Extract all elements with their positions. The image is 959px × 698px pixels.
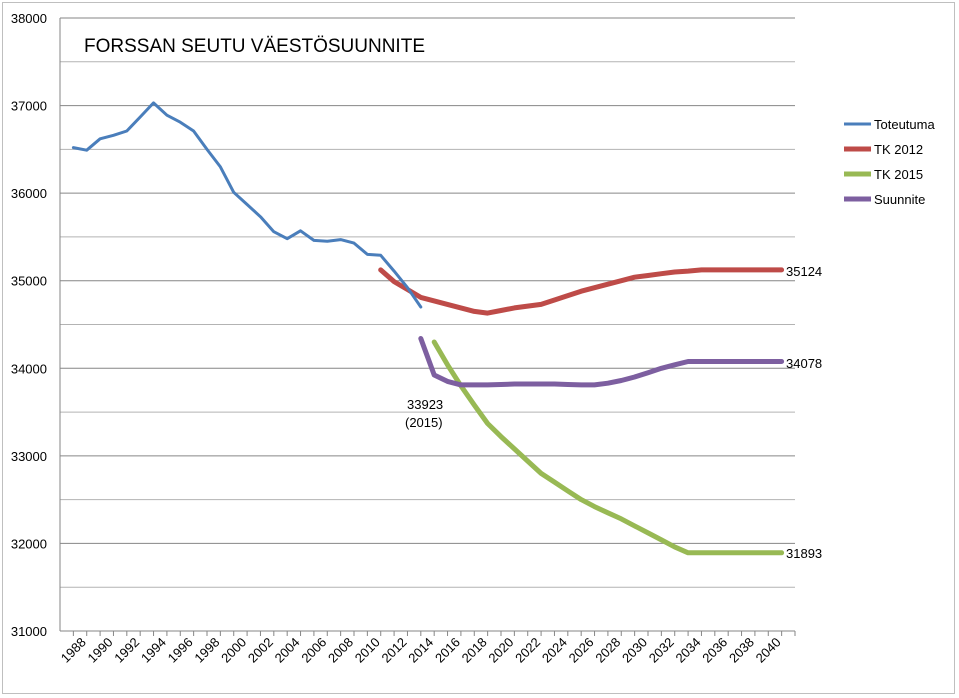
x-tick-label: 1990 bbox=[85, 635, 116, 666]
x-tick-label: 2030 bbox=[619, 635, 650, 666]
legend-label-toteutuma: Toteutuma bbox=[874, 117, 935, 132]
x-tick-label: 2028 bbox=[592, 635, 623, 666]
x-tick-label: 2006 bbox=[298, 635, 329, 666]
x-tick-label: 2040 bbox=[753, 635, 784, 666]
x-tick-label: 2016 bbox=[432, 635, 463, 666]
x-tick-label: 1998 bbox=[191, 635, 222, 666]
tk2012-end-label: 35124 bbox=[786, 264, 822, 279]
x-tick-label: 2012 bbox=[379, 635, 410, 666]
x-tick-label: 1996 bbox=[165, 635, 196, 666]
chart-title: FORSSAN SEUTU VÄESTÖSUUNNITE bbox=[84, 36, 425, 57]
x-tick-label: 2036 bbox=[699, 635, 730, 666]
axes bbox=[59, 18, 796, 636]
legend: Toteutuma TK 2012 TK 2015 Suunnite bbox=[844, 117, 935, 207]
series-line-toteutuma bbox=[71, 101, 423, 309]
x-tick-label: 2002 bbox=[245, 635, 276, 666]
y-tick-label: 34000 bbox=[11, 361, 47, 376]
suunnite-2015-value-label: 33923 bbox=[407, 397, 443, 412]
x-tick-label: 2038 bbox=[726, 635, 757, 666]
tk2015-end-label: 31893 bbox=[786, 546, 822, 561]
y-tick-label: 33000 bbox=[11, 449, 47, 464]
x-tick-label: 2000 bbox=[218, 635, 249, 666]
y-tick-label: 36000 bbox=[11, 186, 47, 201]
legend-label-suunnite: Suunnite bbox=[874, 192, 925, 207]
x-tick-label: 1994 bbox=[138, 635, 169, 666]
x-tick-label: 2004 bbox=[272, 635, 303, 666]
x-tick-label: 2032 bbox=[646, 635, 677, 666]
x-tick-label: 2008 bbox=[325, 635, 356, 666]
x-tick-label: 2020 bbox=[485, 635, 516, 666]
x-tick-label: 2026 bbox=[566, 635, 597, 666]
suunnite-end-label: 34078 bbox=[786, 356, 822, 371]
gridlines bbox=[60, 17, 795, 632]
legend-label-tk-2012: TK 2012 bbox=[874, 142, 923, 157]
series-line-tk-2012 bbox=[378, 267, 785, 316]
x-tick-label: 2014 bbox=[405, 635, 436, 666]
x-tick-label: 2022 bbox=[512, 635, 543, 666]
y-tick-label: 32000 bbox=[11, 536, 47, 551]
series-line-tk-2015 bbox=[431, 339, 785, 556]
x-tick-label: 1988 bbox=[58, 635, 89, 666]
y-tick-label: 38000 bbox=[11, 11, 47, 26]
series-line-suunnite bbox=[418, 336, 785, 388]
x-tick-label: 1992 bbox=[111, 635, 142, 666]
series-lines bbox=[71, 101, 785, 556]
x-tick-labels: 1988199019921994199619982000200220042006… bbox=[58, 635, 784, 666]
x-tick-label: 2018 bbox=[459, 635, 490, 666]
legend-label-tk-2015: TK 2015 bbox=[874, 167, 923, 182]
x-tick-label: 2034 bbox=[673, 635, 704, 666]
suunnite-2015-year-label: (2015) bbox=[405, 415, 443, 430]
y-tick-label: 37000 bbox=[11, 99, 47, 114]
y-tick-labels: 31000 32000 33000 34000 35000 36000 37000 38000 bbox=[11, 11, 47, 639]
y-tick-label: 31000 bbox=[11, 624, 47, 639]
x-tick-label: 2010 bbox=[352, 635, 383, 666]
x-tick-label: 2024 bbox=[539, 635, 570, 666]
y-tick-label: 35000 bbox=[11, 274, 47, 289]
